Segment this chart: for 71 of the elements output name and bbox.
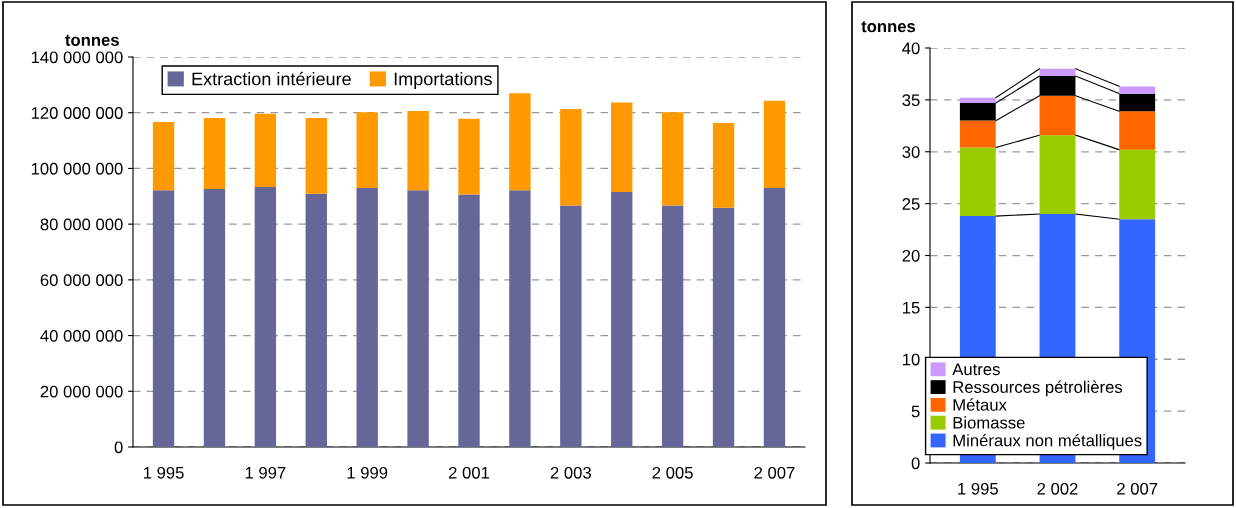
legend-label: Ressources pétrolières [953,380,1123,397]
bar [458,194,480,447]
bar [305,193,327,447]
x-tick-label: 2 007 [754,466,795,479]
y-tick-label: 60 000 000 [40,274,123,287]
legend-label: Extraction intérieure [192,71,351,86]
y-tick-label: 10 [903,353,920,366]
bar [959,147,996,217]
y-tick-label: 35 [902,94,920,107]
y-tick-label: 40 000 000 [40,329,123,342]
x-tick-label: 2 005 [652,466,693,479]
bar [661,205,684,447]
bar [661,112,684,206]
bar [254,113,277,188]
x-tick-label: 1 999 [347,466,388,479]
y-tick-label: 20 [902,249,920,262]
bar [407,190,429,447]
bar [407,111,429,191]
y-tick-label: 25 [902,198,920,210]
bar [356,112,378,188]
x-tick-label: 2 007 [1117,482,1158,495]
bar [560,109,582,206]
bar [1039,95,1076,136]
bar [1119,111,1156,150]
bar [560,205,582,447]
bar [356,187,378,447]
y-tick-label: 5 [911,405,920,418]
bar [203,118,226,190]
x-tick-label: 2 001 [448,466,490,479]
bar [1119,86,1156,94]
x-tick-label: 2 003 [550,466,591,479]
y-tick-label: 140 000 000 [31,51,123,64]
bar [1119,149,1156,220]
bar [712,207,735,447]
bar [959,120,996,148]
bar [1039,135,1076,214]
x-tick-label: 2 002 [1037,482,1078,495]
bar [959,97,996,103]
bar [458,118,480,195]
y-tick-label: 0 [114,441,123,454]
bar [509,190,531,447]
y-tick-label: 15 [903,301,920,314]
bar [254,187,277,447]
x-tick-label: 1 995 [143,466,184,479]
bar [1039,68,1076,77]
bar [763,100,786,188]
y-tick-label: 100 000 000 [31,162,123,175]
y-tick-label: 0 [911,457,920,470]
y-tick-label: 120 000 000 [31,107,123,119]
legend-label: Biomasse [953,416,1025,429]
bar [712,123,735,208]
bar [152,121,175,191]
y-tick-label: 80 000 000 [40,218,123,231]
bar [509,93,531,191]
bar [611,192,633,447]
x-tick-label: 1 997 [245,466,286,479]
legend-label: Autres [952,363,1000,376]
y-axis-title: tonnes [861,21,916,33]
bar [152,190,175,447]
y-axis-title: tonnes [65,34,119,46]
y-tick-label: 30 [902,146,920,158]
bar [203,189,226,447]
legend-label: Minéraux non métalliques [953,433,1142,450]
legend-label: Métaux [953,398,1007,411]
bar [305,118,327,194]
legend-label: Importations [394,72,492,89]
x-tick-label: 1 995 [958,482,998,495]
bar [763,187,786,447]
y-tick-label: 40 [902,42,920,55]
bar [611,102,633,193]
y-tick-label: 20 000 000 [40,385,123,398]
